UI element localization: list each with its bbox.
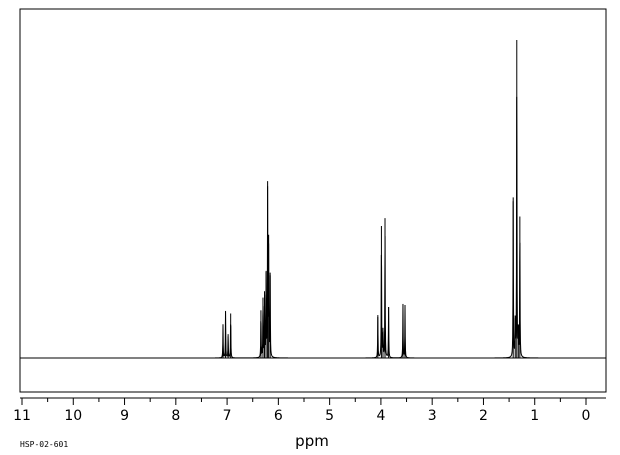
- x-tick-label: 4: [376, 408, 385, 424]
- x-tick-label: 5: [325, 408, 334, 424]
- x-ticks-group: 11 10 9 8 7 6 5 4 3 2 1 0: [13, 398, 590, 424]
- sample-id-label: HSP-02-601: [20, 440, 68, 449]
- spectrum-trace: [21, 96, 605, 359]
- x-tick-label: 8: [171, 408, 180, 424]
- x-tick-label: 11: [13, 408, 31, 424]
- x-tick-label: 7: [223, 408, 232, 424]
- x-tick-label: 1: [530, 408, 539, 424]
- x-tick-label: 9: [120, 408, 129, 424]
- x-tick-label: 0: [582, 408, 591, 424]
- x-tick-label: 6: [274, 408, 283, 424]
- x-tick-label: 10: [64, 408, 82, 424]
- x-tick-label: 3: [428, 408, 437, 424]
- x-axis-title: ppm: [295, 432, 329, 450]
- plot-frame: [19, 8, 607, 393]
- peaks-group: [222, 40, 521, 358]
- x-tick-label: 2: [479, 408, 488, 424]
